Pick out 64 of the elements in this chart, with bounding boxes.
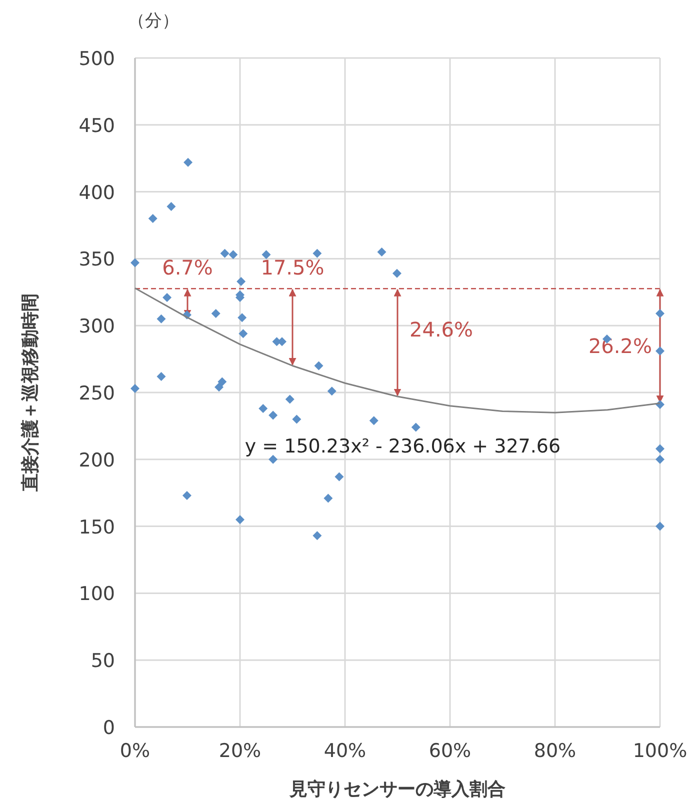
y-tick-label: 450 — [78, 114, 115, 137]
point — [656, 444, 664, 454]
point — [314, 361, 324, 370]
point — [656, 346, 664, 356]
point — [130, 258, 140, 268]
point — [184, 158, 193, 167]
annotation: y = 150.23x² - 236.06x + 327.66 — [244, 436, 561, 458]
annotation: 26.2% — [588, 334, 652, 358]
y-tick-label: 50 — [90, 650, 115, 672]
point — [214, 382, 224, 392]
x-axis-title: 見守りセンサーの導入割合 — [288, 779, 506, 800]
point — [656, 522, 664, 531]
point — [392, 268, 402, 278]
x-tick-label: 0% — [120, 740, 150, 762]
point — [238, 313, 247, 322]
x-tick-label: 20% — [218, 740, 262, 762]
point — [369, 416, 378, 426]
point — [228, 250, 238, 260]
point — [162, 293, 172, 302]
point — [182, 491, 192, 500]
y-tick-label: 150 — [78, 516, 115, 538]
point — [656, 454, 664, 464]
point — [258, 404, 268, 414]
point — [312, 531, 322, 540]
y-tick-label: 0 — [102, 717, 115, 739]
annotation: 24.6% — [410, 318, 474, 342]
y-tick-label: 100 — [78, 583, 115, 606]
text: （分） — [128, 11, 179, 31]
point — [334, 472, 344, 482]
point — [312, 248, 322, 258]
point — [262, 250, 271, 260]
point — [148, 214, 158, 224]
y-tick-label: 400 — [78, 182, 115, 204]
point — [238, 329, 248, 338]
y-tick-label: 250 — [78, 382, 115, 404]
point — [156, 314, 166, 324]
point — [292, 414, 302, 424]
x-tick-label: 80% — [534, 740, 576, 762]
point — [130, 384, 140, 393]
point — [220, 248, 230, 258]
y-tick-label: 350 — [78, 248, 115, 271]
point — [285, 394, 294, 404]
point — [156, 372, 166, 381]
x-tick-label: 40% — [324, 740, 366, 762]
y-tick-label: 500 — [78, 48, 115, 70]
annotation: 17.5% — [260, 256, 324, 280]
point — [327, 386, 336, 396]
point — [166, 202, 176, 212]
point — [236, 276, 246, 286]
y-axis-title: 直接介護＋巡視移動時間 — [20, 294, 41, 492]
point — [236, 515, 244, 524]
point — [411, 422, 420, 432]
point — [268, 454, 278, 464]
point — [656, 309, 664, 318]
x-tick-label: 60% — [428, 740, 472, 762]
y-tick-label: 300 — [78, 316, 115, 338]
point — [268, 410, 278, 420]
point — [218, 377, 227, 386]
y-tick-label: 200 — [78, 449, 115, 472]
point — [324, 494, 333, 503]
point — [211, 309, 220, 318]
x-tick-label: 100% — [632, 740, 688, 762]
point — [377, 248, 386, 257]
annotation: 6.7% — [162, 256, 213, 280]
